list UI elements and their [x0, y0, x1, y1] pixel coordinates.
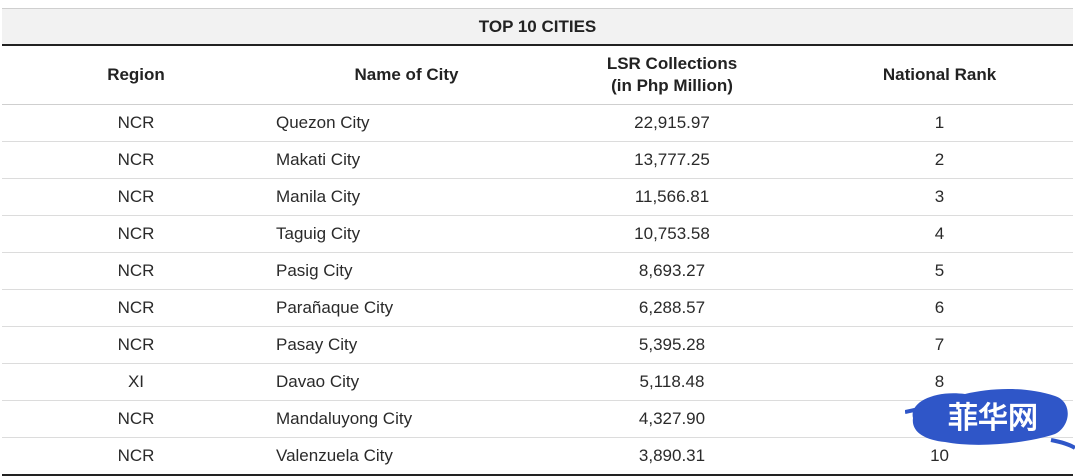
table-title: TOP 10 CITIES [2, 8, 1074, 46]
table-title-row: TOP 10 CITIES [2, 8, 1074, 46]
cell-city: Taguig City [270, 215, 538, 253]
table-row: NCR Parañaque City 6,288.57 6 [2, 289, 1074, 327]
cell-lsr-collections: 5,118.48 [538, 363, 806, 401]
header-lsr-line2: (in Php Million) [611, 76, 733, 95]
header-city: Name of City [270, 45, 538, 105]
header-region: Region [2, 45, 270, 105]
header-lsr-line1: LSR Collections [606, 54, 738, 73]
cell-city: Makati City [270, 141, 538, 179]
cell-lsr-collections: 11,566.81 [538, 178, 806, 216]
cell-city: Manila City [270, 178, 538, 216]
cell-region: NCR [2, 437, 270, 476]
cell-city: Pasay City [270, 326, 538, 364]
cell-region: NCR [2, 326, 270, 364]
cell-region: XI [2, 363, 270, 401]
cell-region: NCR [2, 178, 270, 216]
watermark-text: 菲华网 [948, 401, 1038, 436]
cell-region: NCR [2, 400, 270, 438]
watermark-logo: 菲华网 [905, 389, 1075, 450]
header-lsr-collections: LSR Collections (in Php Million) [538, 45, 806, 105]
cell-lsr-collections: 3,890.31 [538, 437, 806, 476]
table-row: NCR Pasig City 8,693.27 5 [2, 252, 1074, 290]
cell-lsr-collections: 5,395.28 [538, 326, 806, 364]
cell-lsr-collections: 13,777.25 [538, 141, 806, 179]
table-row: NCR Makati City 13,777.25 2 [2, 141, 1074, 179]
cell-city: Pasig City [270, 252, 538, 290]
cell-region: NCR [2, 289, 270, 327]
cell-national-rank: 1 [806, 104, 1074, 142]
cell-city: Parañaque City [270, 289, 538, 327]
cell-region: NCR [2, 141, 270, 179]
header-national-rank: National Rank [806, 45, 1074, 105]
cell-national-rank: 7 [806, 326, 1074, 364]
cell-lsr-collections: 4,327.90 [538, 400, 806, 438]
table-row: NCR Pasay City 5,395.28 7 [2, 326, 1074, 364]
cell-lsr-collections: 6,288.57 [538, 289, 806, 327]
cell-national-rank: 6 [806, 289, 1074, 327]
cell-lsr-collections: 8,693.27 [538, 252, 806, 290]
cell-national-rank: 4 [806, 215, 1074, 253]
table-header-row: Region Name of City LSR Collections (in … [2, 45, 1074, 105]
cell-region: NCR [2, 252, 270, 290]
cell-city: Davao City [270, 363, 538, 401]
cell-region: NCR [2, 215, 270, 253]
cell-national-rank: 3 [806, 178, 1074, 216]
table-row: NCR Manila City 11,566.81 3 [2, 178, 1074, 216]
cell-national-rank: 5 [806, 252, 1074, 290]
cell-city: Quezon City [270, 104, 538, 142]
cell-lsr-collections: 22,915.97 [538, 104, 806, 142]
table-row: NCR Quezon City 22,915.97 1 [2, 104, 1074, 142]
cell-national-rank: 2 [806, 141, 1074, 179]
cell-lsr-collections: 10,753.58 [538, 215, 806, 253]
watermark-brush-shape [912, 389, 1068, 445]
cell-city: Valenzuela City [270, 437, 538, 476]
table-row: NCR Taguig City 10,753.58 4 [2, 215, 1074, 253]
cell-city: Mandaluyong City [270, 400, 538, 438]
cell-region: NCR [2, 104, 270, 142]
